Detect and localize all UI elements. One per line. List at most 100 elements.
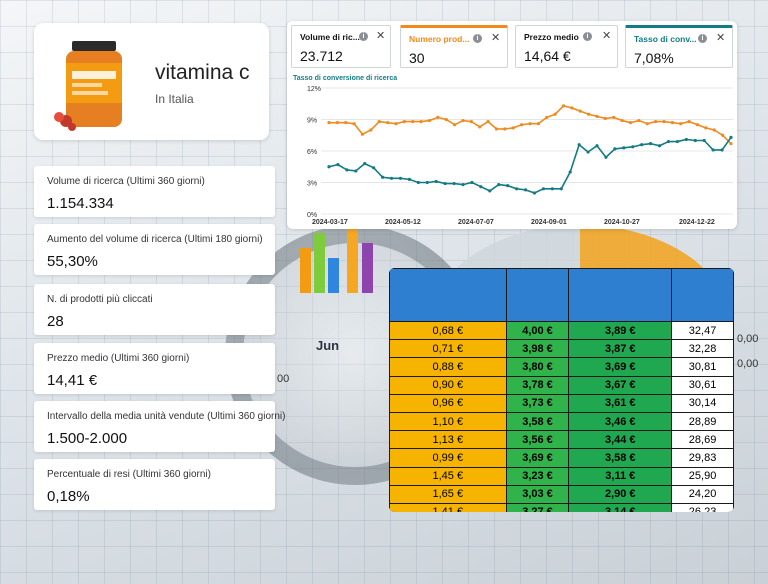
- metric-tab-conversion-rate[interactable]: Tasso di conv... 7,08% i ✕: [625, 25, 733, 68]
- close-icon[interactable]: ✕: [602, 30, 612, 42]
- product-card[interactable]: vitamina c In Italia: [34, 23, 269, 140]
- close-icon[interactable]: ✕: [376, 30, 386, 42]
- metric-tab-product-count[interactable]: Numero prod... 30 i ✕: [400, 25, 508, 68]
- table-cell: 28,69: [671, 430, 734, 450]
- table-row: 1,65 €3,03 €2,90 €24,20: [389, 484, 734, 504]
- series-point: [402, 120, 406, 124]
- conversion-line-chart: 0% 3% 6% 9% 12% 2024-03-17 2024-05-12 2024-07-0…: [307, 86, 733, 226]
- table-cell: 3,56 €: [505, 430, 570, 450]
- series-point: [461, 183, 465, 187]
- series-point: [603, 116, 607, 121]
- series-point: [553, 112, 557, 116]
- stat-card-avg-price: Prezzo medio (Ultimi 360 giorni) 14,41 €: [34, 343, 275, 394]
- stat-value: 55,30%: [47, 253, 98, 270]
- table-header-cell: [568, 268, 673, 322]
- y-tick-label: 6%: [307, 149, 317, 156]
- table-row: 0,90 €3,78 €3,67 €30,61: [389, 375, 734, 395]
- stat-label: Percentuale di resi (Ultimi 360 giorni): [47, 469, 211, 480]
- info-icon[interactable]: i: [473, 34, 482, 43]
- background-bar: [347, 213, 358, 293]
- series-point: [640, 143, 644, 147]
- info-icon[interactable]: i: [583, 32, 592, 41]
- table-cell: 32,28: [671, 339, 734, 359]
- close-icon[interactable]: ✕: [491, 32, 501, 44]
- background-number: 00: [277, 373, 290, 385]
- table-cell: 32,47: [671, 320, 734, 341]
- x-tick-label: 2024-12-22: [679, 219, 715, 226]
- series-point: [488, 189, 492, 193]
- table-cell: 3,23 €: [505, 466, 570, 486]
- table-row: 1,45 €3,23 €3,11 €25,90: [389, 466, 734, 486]
- series-point: [425, 180, 429, 185]
- series-point: [416, 180, 420, 185]
- background-bar: [300, 248, 311, 293]
- series-point: [354, 169, 358, 173]
- series-point: [444, 117, 448, 122]
- table-cell: 3,80 €: [505, 357, 570, 377]
- series-point: [520, 123, 524, 127]
- chart-title: Tasso di conversione di ricerca: [293, 75, 398, 82]
- supplement-bottle-icon: [54, 41, 122, 131]
- metric-value: 30: [409, 50, 425, 66]
- series-point: [470, 180, 474, 185]
- table-cell: 3,69 €: [568, 357, 673, 377]
- series-point: [381, 175, 385, 179]
- stat-card-units-sold: Intervallo della media unità vendute (Ul…: [34, 401, 286, 452]
- series-point: [536, 122, 540, 126]
- series-point: [372, 166, 376, 170]
- table-cell: 3,78 €: [505, 375, 570, 395]
- series-point: [452, 181, 456, 186]
- table-cell: 3,73 €: [505, 393, 570, 413]
- table-cell: 0,99 €: [389, 448, 507, 468]
- series-point: [523, 188, 528, 192]
- y-tick-label: 0%: [307, 212, 317, 219]
- series-point: [377, 120, 381, 124]
- series-point: [729, 135, 733, 139]
- series-point: [666, 139, 671, 144]
- info-icon[interactable]: i: [698, 34, 707, 43]
- series-point: [345, 168, 349, 172]
- series-point: [469, 120, 473, 124]
- metric-tab-search-volume[interactable]: Volume di ric... 23.712 i ✕: [291, 25, 391, 68]
- series-point: [654, 120, 658, 124]
- background-number: 0,00: [737, 333, 759, 345]
- metric-value: 23.712: [300, 48, 343, 64]
- stat-label: Aumento del volume di ricerca (Ultimi 18…: [47, 234, 263, 245]
- table-cell: 0,90 €: [389, 375, 507, 395]
- stat-label: Intervallo della media unità vendute (Ul…: [47, 411, 286, 422]
- y-tick-label: 3%: [307, 181, 317, 188]
- table-cell: 3,44 €: [568, 430, 673, 450]
- series-point: [386, 121, 390, 125]
- series-point: [398, 176, 403, 180]
- table-cell: 1,13 €: [389, 430, 507, 450]
- series-point: [568, 170, 572, 174]
- series-point: [695, 123, 700, 127]
- table-cell: 3,27 €: [505, 502, 570, 512]
- series-point: [503, 127, 507, 131]
- series-point: [506, 184, 510, 188]
- series-point: [613, 147, 617, 151]
- table-row: 1,41 €3,27 €3,14 €26,23: [389, 502, 734, 512]
- series-point: [577, 143, 581, 147]
- background-number: 0,00: [737, 358, 759, 370]
- series-point: [729, 142, 733, 146]
- table-cell: 3,03 €: [505, 484, 570, 504]
- series-point: [693, 138, 697, 143]
- background-bar: [314, 233, 325, 293]
- stat-value: 14,41 €: [47, 372, 98, 389]
- series-point: [712, 128, 716, 132]
- table-cell: 24,20: [671, 484, 734, 504]
- stat-card-search-volume: Volume di ricerca (Ultimi 360 giorni) 1.…: [34, 166, 275, 217]
- series-point: [720, 148, 724, 152]
- metric-tab-avg-price[interactable]: Prezzo medio 14,64 € i ✕: [515, 25, 618, 68]
- series-point: [679, 122, 683, 126]
- y-tick-label: 9%: [307, 118, 317, 125]
- table-cell: 3,58 €: [505, 411, 570, 432]
- table-header-row: [389, 268, 734, 322]
- stat-label: Volume di ricerca (Ultimi 360 giorni): [47, 176, 205, 187]
- table-cell: 1,10 €: [389, 411, 507, 432]
- series-point: [561, 104, 566, 108]
- info-icon[interactable]: i: [359, 32, 368, 41]
- close-icon[interactable]: ✕: [716, 32, 726, 44]
- series-point: [360, 132, 365, 136]
